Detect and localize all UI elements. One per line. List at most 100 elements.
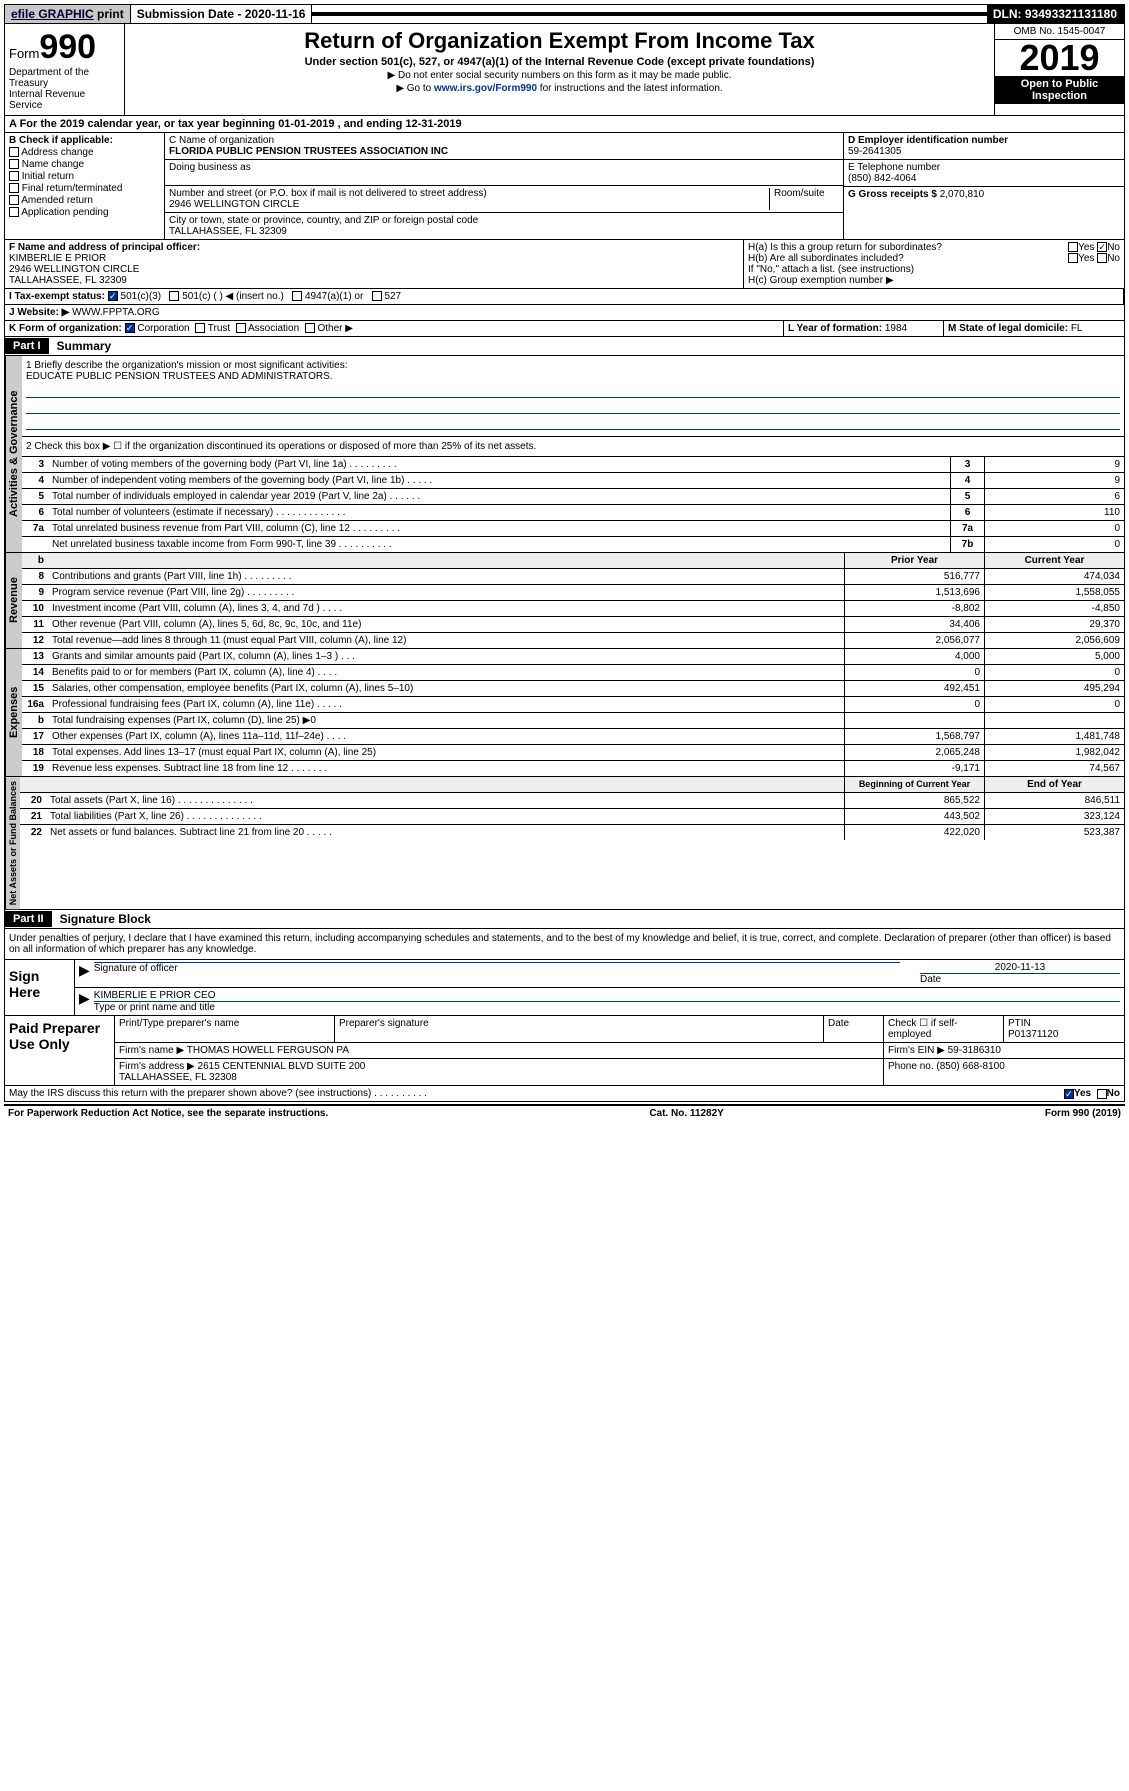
mission-text: EDUCATE PUBLIC PENSION TRUSTEES AND ADMI…	[26, 371, 1120, 382]
sig-date: 2020-11-13	[920, 962, 1120, 973]
part2-header: Part II	[5, 911, 52, 927]
form-title: Return of Organization Exempt From Incom…	[129, 28, 990, 54]
dba-label: Doing business as	[169, 162, 839, 173]
group-return: H(a) Is this a group return for subordin…	[744, 240, 1124, 288]
firm-name-label: Firm's name ▶	[119, 1045, 184, 1056]
chk-address-change[interactable]: Address change	[9, 147, 160, 158]
ptin-label: PTIN	[1008, 1018, 1031, 1029]
table-row: 9Program service revenue (Part VIII, lin…	[22, 585, 1124, 601]
note-goto: ▶ Go to www.irs.gov/Form990 for instruct…	[129, 83, 990, 94]
sig-officer-label: Signature of officer	[94, 963, 178, 974]
firm-addr-label: Firm's address ▶	[119, 1061, 195, 1072]
table-row: 6Total number of volunteers (estimate if…	[22, 505, 1124, 521]
row-a-tax-year: A For the 2019 calendar year, or tax yea…	[4, 116, 1125, 133]
type-name-label: Type or print name and title	[94, 1002, 215, 1013]
vlabel-governance: Activities & Governance	[5, 356, 22, 552]
table-row: 5Total number of individuals employed in…	[22, 489, 1124, 505]
irs-link[interactable]: www.irs.gov/Form990	[434, 83, 537, 94]
chk-initial-return[interactable]: Initial return	[9, 171, 160, 182]
form-subtitle: Under section 501(c), 527, or 4947(a)(1)…	[129, 56, 990, 68]
table-row: 16aProfessional fundraising fees (Part I…	[22, 697, 1124, 713]
table-row: 7aTotal unrelated business revenue from …	[22, 521, 1124, 537]
org-city: TALLAHASSEE, FL 32309	[169, 226, 839, 237]
chk-501c3[interactable]: ✓	[108, 291, 118, 301]
paid-preparer-label: Paid Preparer Use Only	[5, 1016, 115, 1085]
firm-ein: 59-3186310	[948, 1045, 1001, 1056]
chk-pending[interactable]: Application pending	[9, 207, 160, 218]
part2-title: Signature Block	[52, 910, 159, 928]
table-row: Net unrelated business taxable income fr…	[22, 537, 1124, 552]
phone-value: (850) 842-4064	[848, 173, 1120, 184]
chk-final-return[interactable]: Final return/terminated	[9, 183, 160, 194]
year-formation: L Year of formation: 1984	[784, 321, 944, 336]
table-row: 3Number of voting members of the governi…	[22, 457, 1124, 473]
self-employed-chk[interactable]: Check ☐ if self-employed	[884, 1016, 1004, 1042]
table-row: 10Investment income (Part VIII, column (…	[22, 601, 1124, 617]
end-year-hdr: End of Year	[984, 777, 1124, 792]
dln: DLN: 93493321131180	[987, 5, 1124, 23]
date-label: Date	[920, 974, 941, 985]
chk-name-change[interactable]: Name change	[9, 159, 160, 170]
ein-label: D Employer identification number	[848, 135, 1120, 146]
submission-date: Submission Date - 2020-11-16	[131, 5, 313, 23]
discuss-question: May the IRS discuss this return with the…	[5, 1086, 1060, 1101]
org-name: FLORIDA PUBLIC PENSION TRUSTEES ASSOCIAT…	[169, 146, 839, 157]
discuss-yes-no[interactable]: ✓Yes No	[1060, 1086, 1124, 1101]
table-row: 14Benefits paid to or for members (Part …	[22, 665, 1124, 681]
tax-year: 2019	[995, 40, 1124, 76]
principal-officer: F Name and address of principal officer:…	[5, 240, 744, 288]
part1-header: Part I	[5, 338, 49, 354]
officer-name: KIMBERLIE E PRIOR CEO	[94, 990, 1120, 1001]
gross-value: 2,070,810	[940, 189, 985, 200]
table-row: 17Other expenses (Part IX, column (A), l…	[22, 729, 1124, 745]
line2-checkbox: 2 Check this box ▶ ☐ if the organization…	[22, 437, 1124, 457]
vlabel-netassets: Net Assets or Fund Balances	[5, 777, 20, 909]
form-number: Form990	[9, 28, 120, 67]
table-row: 18Total expenses. Add lines 13–17 (must …	[22, 745, 1124, 761]
vlabel-revenue: Revenue	[5, 553, 22, 648]
prep-phone-label: Phone no.	[888, 1061, 934, 1072]
org-name-label: C Name of organization	[169, 135, 839, 146]
section-b-c-d: B Check if applicable: Address change Na…	[4, 133, 1125, 240]
prep-name-label: Print/Type preparer's name	[115, 1016, 335, 1042]
begin-year-hdr: Beginning of Current Year	[844, 777, 984, 792]
website-row: J Website: ▶ WWW.FPPTA.ORG	[5, 305, 1124, 320]
tax-exempt-status: I Tax-exempt status: ✓ 501(c)(3) 501(c) …	[5, 289, 1124, 304]
table-row: 22Net assets or fund balances. Subtract …	[20, 825, 1124, 840]
gross-label: G Gross receipts $	[848, 189, 937, 200]
vlabel-expenses: Expenses	[5, 649, 22, 776]
firm-name: THOMAS HOWELL FERGUSON PA	[187, 1045, 349, 1056]
firm-ein-label: Firm's EIN ▶	[888, 1045, 945, 1056]
phone-label: E Telephone number	[848, 162, 1120, 173]
efile-label[interactable]: efile GRAPHIC print	[5, 5, 131, 23]
note-ssn: ▶ Do not enter social security numbers o…	[129, 70, 990, 81]
chk-amended[interactable]: Amended return	[9, 195, 160, 206]
city-label: City or town, state or province, country…	[169, 215, 839, 226]
perjury-declaration: Under penalties of perjury, I declare th…	[4, 929, 1125, 960]
form-header: Form990 Department of the Treasury Inter…	[4, 24, 1125, 116]
state-domicile: M State of legal domicile: FL	[944, 321, 1124, 336]
table-row: 20Total assets (Part X, line 16) . . . .…	[20, 793, 1124, 809]
open-public: Open to Public Inspection	[995, 76, 1124, 104]
room-suite: Room/suite	[769, 188, 839, 210]
ein-value: 59-2641305	[848, 146, 1120, 157]
org-address: 2946 WELLINGTON CIRCLE	[169, 199, 769, 210]
addr-label: Number and street (or P.O. box if mail i…	[169, 188, 769, 199]
prep-date-label: Date	[824, 1016, 884, 1042]
ptin-value: P01371120	[1008, 1029, 1058, 1040]
prep-sig-label: Preparer's signature	[335, 1016, 824, 1042]
prior-year-hdr: Prior Year	[844, 553, 984, 568]
line1-label: 1 Briefly describe the organization's mi…	[26, 360, 1120, 371]
prep-phone: (850) 668-8100	[936, 1061, 1004, 1072]
table-row: 15Salaries, other compensation, employee…	[22, 681, 1124, 697]
dept-treasury: Department of the Treasury Internal Reve…	[9, 67, 120, 111]
col-b-hdr: b	[22, 553, 48, 568]
sign-here-label: Sign Here	[5, 960, 75, 1015]
page-footer: For Paperwork Reduction Act Notice, see …	[4, 1104, 1125, 1121]
table-row: bTotal fundraising expenses (Part IX, co…	[22, 713, 1124, 729]
form-of-org: K Form of organization: ✓ Corporation Tr…	[5, 321, 784, 336]
table-row: 19Revenue less expenses. Subtract line 1…	[22, 761, 1124, 776]
part1-title: Summary	[49, 337, 120, 355]
table-row: 13Grants and similar amounts paid (Part …	[22, 649, 1124, 665]
table-row: 8Contributions and grants (Part VIII, li…	[22, 569, 1124, 585]
